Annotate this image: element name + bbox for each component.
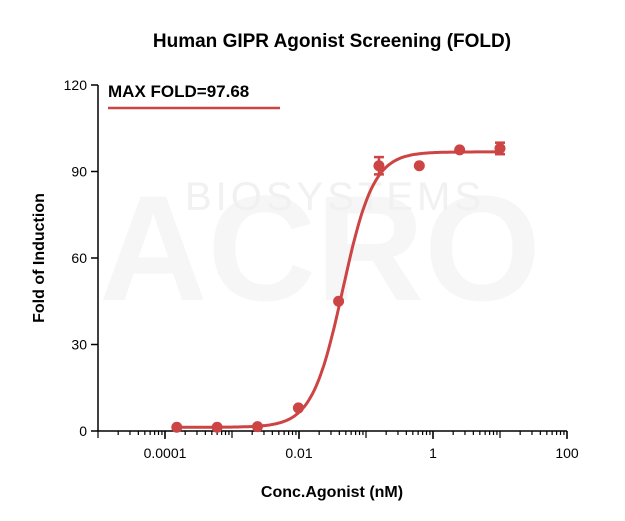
data-point <box>454 144 466 156</box>
x-tick-label: 0.0001 <box>144 445 187 461</box>
data-points <box>171 141 506 433</box>
x-axis: 0.0001 0.01 1 100 Conc.Agonist (nM) <box>97 430 579 501</box>
data-point <box>413 160 425 172</box>
y-tick-label: 0 <box>79 423 87 439</box>
y-ticks: 0 30 60 90 120 <box>64 77 98 439</box>
data-point <box>373 160 385 172</box>
y-axis: 0 30 60 90 120 Fold of Induction <box>31 77 99 439</box>
watermark-brand: ACRO <box>99 164 541 332</box>
chart-title: Human GIPR Agonist Screening (FOLD) <box>153 31 511 52</box>
x-axis-label: Conc.Agonist (nM) <box>261 484 403 501</box>
watermark: ACRO BIOSYSTEMS <box>99 164 541 332</box>
annotation-text: MAX FOLD=97.68 <box>108 82 249 101</box>
x-tick-label: 100 <box>555 445 579 461</box>
data-point <box>333 295 345 307</box>
data-point <box>292 402 304 414</box>
y-tick-label: 120 <box>64 77 88 93</box>
data-point <box>494 142 506 154</box>
y-tick-label: 30 <box>71 337 87 353</box>
x-ticks: 0.0001 0.01 1 100 <box>97 431 579 461</box>
data-point <box>211 421 223 433</box>
data-point <box>171 421 183 433</box>
fit-curve <box>176 150 500 429</box>
y-axis-label: Fold of Induction <box>31 193 48 323</box>
y-tick-label: 60 <box>71 250 87 266</box>
x-tick-label: 1 <box>429 445 437 461</box>
annotation: MAX FOLD=97.68 <box>108 82 280 110</box>
y-tick-label: 90 <box>71 164 87 180</box>
data-point <box>251 421 263 433</box>
watermark-sub: BIOSYSTEMS <box>185 175 485 219</box>
x-tick-label: 0.01 <box>285 445 312 461</box>
